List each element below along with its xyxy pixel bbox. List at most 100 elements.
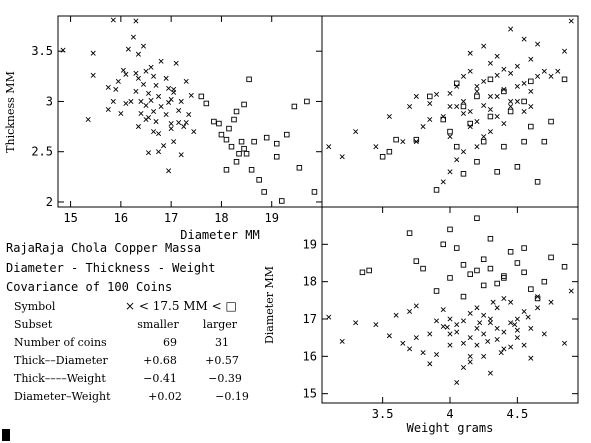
data-point-square-marker [501, 88, 507, 95]
data-point-x-marker [440, 114, 446, 120]
data-point-square-marker [231, 116, 237, 123]
x-tick-label: 4.5 [507, 407, 529, 421]
data-point-x-marker [467, 124, 473, 130]
data-point-square-marker [541, 278, 548, 285]
data-point-square-marker [256, 177, 262, 183]
data-point-square-marker [541, 138, 548, 145]
data-point-x-marker [494, 53, 500, 59]
data-point-x-marker [474, 119, 480, 125]
x-tick-label: 17 [164, 211, 178, 225]
data-point-x-marker [498, 350, 504, 356]
data-point-square-marker [223, 167, 230, 173]
data-point-x-marker [447, 134, 453, 140]
data-point-square-marker [241, 101, 247, 108]
data-point-square-marker [251, 138, 257, 145]
data-point-x-marker [130, 34, 136, 40]
data-point-x-marker [188, 92, 194, 98]
data-point-square-marker [433, 187, 440, 193]
data-point-square-marker [263, 134, 270, 141]
data-point-square-marker [501, 143, 507, 150]
data-point-x-marker [123, 100, 129, 106]
data-point-x-marker [521, 108, 527, 115]
table-header-larger: larger [203, 318, 238, 331]
data-point-x-marker [120, 67, 126, 73]
data-point-x-marker [143, 102, 149, 108]
panel-frame-thickness-weight [321, 15, 579, 208]
data-point-x-marker [514, 83, 520, 89]
data-point-square-marker [427, 93, 433, 100]
data-point-x-marker [555, 68, 561, 74]
data-point-square-marker [521, 98, 527, 105]
data-point-x-marker [407, 309, 413, 315]
data-point-square-marker [521, 138, 527, 145]
y-tick-label: 3.5 [31, 44, 53, 58]
data-point-x-marker [156, 131, 162, 137]
data-point-x-marker [427, 361, 433, 367]
data-point-x-marker [407, 103, 413, 109]
data-point-square-marker [238, 138, 245, 145]
data-point-x-marker [460, 110, 466, 117]
data-point-x-marker [487, 129, 493, 135]
data-point-square-marker [507, 108, 514, 115]
data-point-x-marker [494, 325, 500, 331]
symbol-label: Symbol [14, 300, 56, 313]
data-point-square-marker [440, 241, 447, 248]
info-subtitle: Diameter - Thickness - Weight [6, 261, 216, 275]
data-point-x-marker [494, 305, 500, 311]
data-point-square-marker [467, 271, 473, 277]
y-tick-label: 2 [46, 195, 53, 209]
data-point-x-marker [501, 121, 507, 127]
data-point-square-marker [233, 108, 240, 115]
data-point-square-marker [261, 189, 267, 195]
cell-larger: −0.19 [215, 390, 249, 403]
data-point-x-marker [494, 72, 500, 78]
data-point-x-marker [118, 110, 124, 117]
data-point-square-marker [480, 138, 487, 145]
data-point-x-marker [420, 124, 426, 130]
table-row: Thick––––Weight −0.41 −0.39 [14, 372, 242, 385]
data-point-square-marker [460, 103, 467, 110]
data-point-square-marker [528, 78, 534, 85]
data-point-x-marker [133, 70, 139, 76]
panel-frame-thickness-diameter [57, 15, 323, 208]
data-point-x-marker [467, 50, 473, 56]
data-point-square-marker [420, 265, 426, 272]
data-point-x-marker [525, 314, 531, 320]
data-point-square-marker [379, 153, 386, 160]
data-point-x-marker [541, 331, 547, 337]
data-point-square-marker [248, 167, 255, 173]
data-point-square-marker [514, 164, 521, 170]
data-point-square-marker [296, 165, 303, 171]
data-point-square-marker [548, 254, 554, 261]
data-point-x-marker [528, 103, 534, 109]
marks-thickness-diameter [60, 17, 318, 204]
data-point-square-marker [487, 113, 494, 120]
panel-thickness-weight [321, 15, 579, 208]
info-title: RajaRaja Chola Copper Massa [6, 241, 201, 255]
data-point-square-marker [474, 215, 480, 221]
y-tick-label: 16 [303, 349, 317, 363]
data-point-square-marker [501, 273, 507, 279]
x-tick-label: 4 [446, 407, 453, 421]
data-point-x-marker [508, 299, 514, 305]
data-point-square-marker [211, 118, 217, 125]
data-point-square-marker [474, 93, 480, 100]
data-point-x-marker [153, 119, 159, 125]
x-ticks-weight: 3.5 4 4.5 [372, 207, 528, 421]
data-point-x-marker [562, 340, 568, 346]
data-point-x-marker [339, 154, 345, 160]
data-point-x-marker [434, 351, 440, 357]
stats-table: Symbol × < 17.5 MM < □ Subset smaller la… [14, 299, 249, 403]
data-point-x-marker [440, 323, 446, 329]
data-point-x-marker [386, 333, 392, 339]
data-point-x-marker [400, 340, 406, 346]
data-point-x-marker [440, 307, 446, 313]
data-point-x-marker [110, 98, 116, 104]
info-block: RajaRaja Chola Copper Massa Diameter - T… [6, 241, 216, 294]
data-point-x-marker [373, 144, 379, 150]
x-tick-label: 16 [114, 211, 128, 225]
data-point-x-marker [521, 36, 527, 42]
info-description: Covariance of 100 Coins [6, 280, 172, 294]
data-point-x-marker [447, 316, 453, 322]
data-point-x-marker [514, 63, 520, 69]
